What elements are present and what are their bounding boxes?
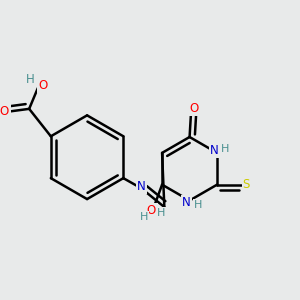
Text: H: H <box>221 144 230 154</box>
Text: N: N <box>210 144 219 157</box>
Text: N: N <box>182 196 191 209</box>
Text: S: S <box>243 178 250 191</box>
Text: O: O <box>146 204 155 217</box>
Text: N: N <box>137 180 146 193</box>
Text: O: O <box>189 103 199 116</box>
Text: H: H <box>156 208 165 218</box>
Text: H: H <box>148 204 157 217</box>
Text: H: H <box>140 212 148 222</box>
Text: O: O <box>0 105 9 118</box>
Text: H: H <box>26 74 35 86</box>
Text: O: O <box>38 79 48 92</box>
Text: H: H <box>194 200 202 210</box>
